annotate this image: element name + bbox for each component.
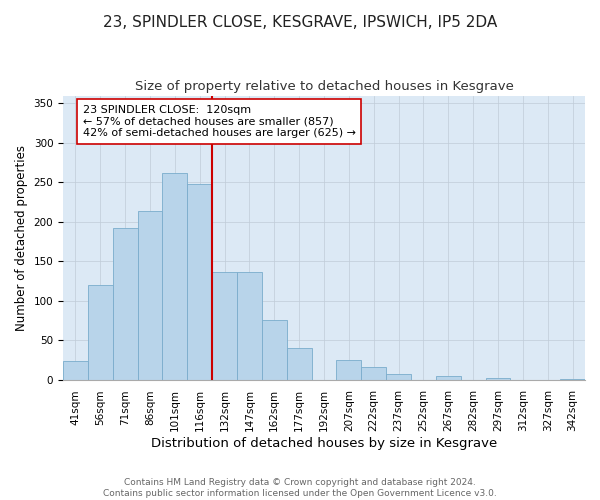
Bar: [113, 228, 137, 380]
Text: 23 SPINDLER CLOSE:  120sqm
← 57% of detached houses are smaller (857)
42% of sem: 23 SPINDLER CLOSE: 120sqm ← 57% of detac…: [83, 105, 356, 138]
Text: 23, SPINDLER CLOSE, KESGRAVE, IPSWICH, IP5 2DA: 23, SPINDLER CLOSE, KESGRAVE, IPSWICH, I…: [103, 15, 497, 30]
X-axis label: Distribution of detached houses by size in Kesgrave: Distribution of detached houses by size …: [151, 437, 497, 450]
Bar: [88, 285, 113, 380]
Bar: [262, 320, 287, 380]
Bar: [187, 184, 212, 380]
Bar: [63, 360, 88, 380]
Bar: [163, 173, 187, 380]
Bar: [212, 272, 237, 380]
Bar: [386, 374, 411, 380]
Bar: [337, 360, 361, 380]
Title: Size of property relative to detached houses in Kesgrave: Size of property relative to detached ho…: [134, 80, 514, 93]
Bar: [137, 211, 163, 380]
Bar: [485, 378, 511, 380]
Y-axis label: Number of detached properties: Number of detached properties: [15, 144, 28, 330]
Bar: [237, 272, 262, 380]
Bar: [287, 348, 311, 380]
Bar: [560, 379, 585, 380]
Bar: [361, 367, 386, 380]
Bar: [436, 376, 461, 380]
Text: Contains HM Land Registry data © Crown copyright and database right 2024.
Contai: Contains HM Land Registry data © Crown c…: [103, 478, 497, 498]
